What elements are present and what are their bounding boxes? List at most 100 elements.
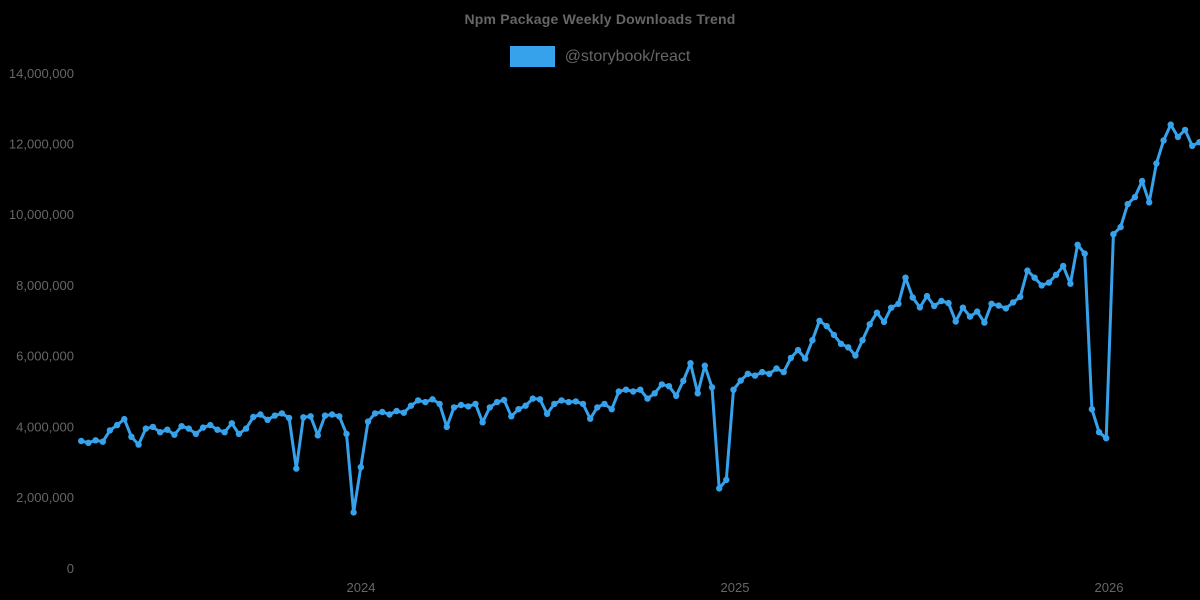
data-point bbox=[551, 400, 558, 408]
data-point bbox=[931, 302, 938, 310]
data-point bbox=[99, 438, 107, 445]
data-point bbox=[450, 404, 458, 411]
data-point bbox=[1103, 435, 1110, 442]
data-point bbox=[1189, 142, 1196, 149]
data-point bbox=[465, 403, 472, 410]
data-point bbox=[787, 354, 795, 362]
data-point bbox=[938, 297, 945, 305]
data-point bbox=[371, 410, 379, 417]
data-point bbox=[142, 425, 149, 432]
data-point bbox=[873, 309, 881, 316]
data-point bbox=[1181, 126, 1189, 134]
data-point bbox=[866, 321, 873, 328]
data-point bbox=[1060, 262, 1067, 270]
data-point bbox=[816, 317, 823, 324]
data-point bbox=[759, 368, 766, 376]
y-axis-tick-label: 0 bbox=[67, 561, 74, 576]
data-point bbox=[1067, 280, 1074, 287]
data-point bbox=[665, 383, 673, 390]
data-point bbox=[637, 386, 644, 393]
data-point bbox=[78, 437, 85, 445]
data-point bbox=[622, 386, 630, 393]
data-point bbox=[149, 423, 157, 431]
data-point bbox=[1146, 199, 1153, 206]
data-point bbox=[974, 308, 981, 315]
y-axis-tick-label: 4,000,000 bbox=[16, 419, 74, 434]
data-point bbox=[486, 404, 493, 411]
data-point bbox=[1153, 160, 1160, 167]
data-point bbox=[888, 304, 895, 311]
data-point bbox=[630, 388, 637, 395]
data-point bbox=[178, 423, 185, 430]
data-point bbox=[744, 370, 751, 377]
y-axis-tick-label: 14,000,000 bbox=[9, 66, 74, 81]
legend-item-storybook-react[interactable]: @storybook/react bbox=[509, 46, 690, 67]
y-axis-tick-label: 6,000,000 bbox=[16, 349, 74, 364]
data-point bbox=[579, 400, 587, 408]
data-point bbox=[988, 300, 995, 307]
data-point bbox=[113, 421, 121, 429]
data-point bbox=[995, 302, 1002, 309]
data-point bbox=[687, 360, 694, 367]
data-point bbox=[751, 372, 759, 379]
legend: @storybook/react bbox=[0, 46, 1200, 67]
data-point bbox=[300, 414, 307, 421]
data-point bbox=[250, 413, 257, 421]
data-point bbox=[1088, 406, 1096, 413]
data-point bbox=[221, 429, 228, 436]
data-point bbox=[859, 337, 866, 344]
data-point bbox=[1031, 274, 1038, 281]
data-point bbox=[207, 421, 214, 429]
data-point bbox=[730, 386, 737, 393]
data-point bbox=[830, 331, 838, 339]
data-point bbox=[723, 476, 730, 484]
data-point bbox=[1038, 282, 1045, 289]
data-point bbox=[608, 406, 615, 413]
data-point bbox=[135, 441, 142, 448]
data-point bbox=[321, 412, 329, 419]
data-point bbox=[1002, 305, 1010, 312]
data-point bbox=[1095, 429, 1103, 436]
data-point bbox=[1024, 267, 1031, 274]
data-point bbox=[493, 398, 501, 406]
data-point bbox=[314, 432, 321, 439]
series-line bbox=[79, 123, 1200, 514]
data-point bbox=[694, 390, 701, 397]
data-point bbox=[716, 485, 723, 492]
data-point bbox=[164, 426, 171, 433]
data-point bbox=[916, 304, 924, 311]
data-point bbox=[658, 381, 665, 388]
data-point bbox=[106, 427, 114, 434]
data-point bbox=[1124, 200, 1131, 208]
y-axis-tick-label: 8,000,000 bbox=[16, 278, 74, 293]
data-point bbox=[966, 313, 974, 320]
data-point bbox=[565, 398, 572, 406]
data-point bbox=[981, 319, 988, 326]
data-point bbox=[802, 355, 809, 362]
data-point bbox=[673, 392, 680, 399]
data-point bbox=[780, 368, 787, 376]
data-point bbox=[515, 406, 522, 413]
data-point bbox=[902, 274, 909, 281]
x-axis-tick-label: 2024 bbox=[347, 580, 376, 595]
data-point bbox=[1017, 293, 1024, 300]
data-point bbox=[393, 407, 400, 415]
data-point bbox=[228, 420, 235, 427]
data-point bbox=[214, 426, 221, 433]
data-point bbox=[952, 318, 959, 325]
data-point bbox=[92, 437, 99, 444]
data-point bbox=[522, 402, 529, 409]
legend-color-swatch bbox=[509, 46, 555, 67]
data-point bbox=[644, 395, 651, 402]
data-point bbox=[959, 304, 967, 311]
data-point bbox=[479, 419, 486, 426]
data-point bbox=[1009, 299, 1017, 306]
data-point bbox=[350, 509, 357, 516]
data-point bbox=[1174, 133, 1182, 141]
data-point bbox=[701, 362, 708, 369]
data-point bbox=[1131, 193, 1139, 201]
data-point bbox=[199, 424, 207, 431]
data-point bbox=[945, 299, 952, 307]
